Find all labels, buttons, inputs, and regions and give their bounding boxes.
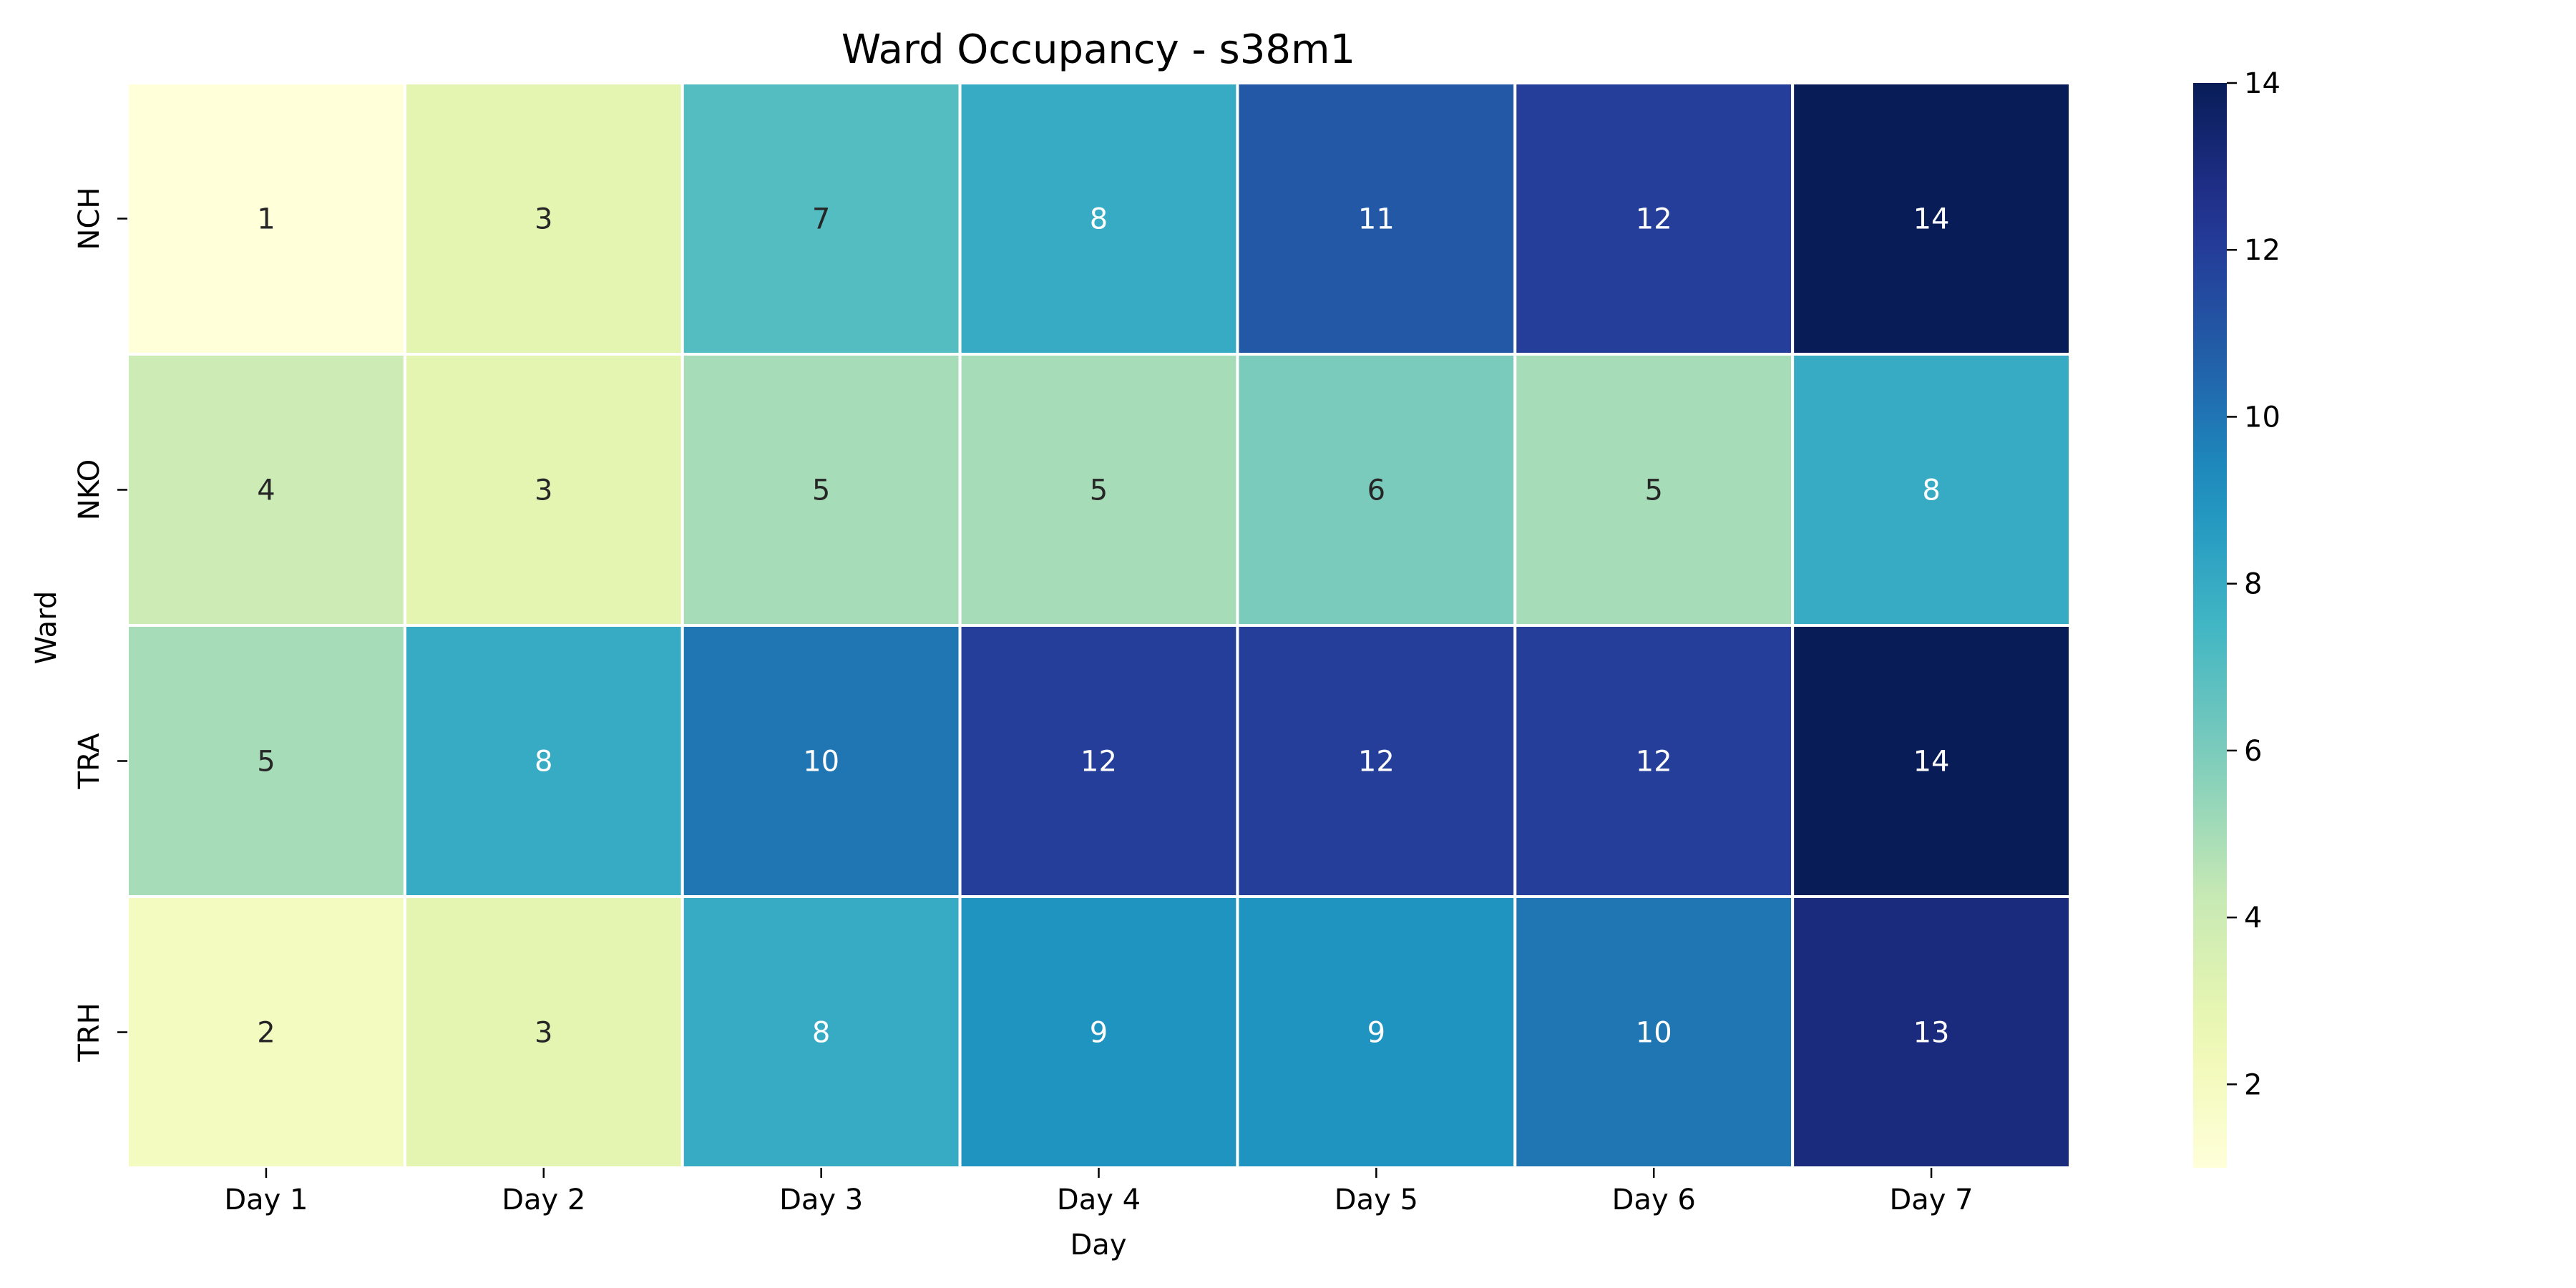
cell-value-label: 2 bbox=[257, 1017, 275, 1050]
heatmap-cell bbox=[680, 82, 962, 356]
heatmap-cell bbox=[1791, 82, 2072, 356]
heatmap-cell bbox=[958, 624, 1239, 898]
cell-value-label: 8 bbox=[1090, 203, 1108, 236]
heatmap-cell bbox=[958, 895, 1239, 1169]
cell-value-label: 12 bbox=[1358, 746, 1395, 779]
cell-value-label: 14 bbox=[1913, 746, 1950, 779]
cell-value-label: 1 bbox=[257, 203, 275, 236]
heatmap-cell bbox=[403, 895, 684, 1169]
heatmap-cell bbox=[680, 624, 962, 898]
colorbar-tick-label: 8 bbox=[2244, 568, 2262, 601]
x-tick-label: Day 5 bbox=[1335, 1184, 1418, 1216]
colorbar bbox=[2193, 83, 2227, 1168]
cell-value-label: 5 bbox=[812, 474, 830, 507]
heatmap-cell bbox=[403, 82, 684, 356]
y-axis: NCH NKO TRA TRH bbox=[73, 187, 127, 1063]
cell-value-label: 5 bbox=[1644, 474, 1662, 507]
cell-value-label: 12 bbox=[1636, 746, 1672, 779]
colorbar-tick-label: 12 bbox=[2244, 234, 2280, 267]
heatmap-cell bbox=[126, 895, 406, 1169]
y-tick-label: NKO bbox=[73, 459, 106, 520]
heatmap-cell bbox=[126, 82, 406, 356]
heatmap-cell bbox=[958, 82, 1239, 356]
cell-value-label: 4 bbox=[257, 474, 275, 507]
cell-value-label: 6 bbox=[1367, 474, 1385, 507]
heatmap-cell bbox=[1791, 895, 2072, 1169]
cell-value-label: 9 bbox=[1090, 1017, 1108, 1050]
cell-value-label: 5 bbox=[1090, 474, 1108, 507]
colorbar-tick-label: 10 bbox=[2244, 401, 2280, 434]
heatmap-cell bbox=[403, 624, 684, 898]
cell-value-label: 12 bbox=[1636, 203, 1672, 236]
heatmap-cell bbox=[126, 624, 406, 898]
heatmap-cell bbox=[403, 353, 684, 627]
heatmap-cell bbox=[1236, 895, 1517, 1169]
x-tick-label: Day 4 bbox=[1057, 1184, 1141, 1216]
heatmap-cell bbox=[1791, 353, 2072, 627]
cell-value-label: 8 bbox=[812, 1017, 830, 1050]
heatmap-cell bbox=[680, 353, 962, 627]
colorbar-tick-label: 2 bbox=[2244, 1068, 2262, 1101]
cell-value-label: 10 bbox=[1636, 1017, 1672, 1050]
cell-value-label: 8 bbox=[1922, 474, 1940, 507]
colorbar-tick-label: 14 bbox=[2244, 67, 2280, 100]
cell-value-label: 9 bbox=[1367, 1017, 1385, 1050]
heatmap-cell bbox=[1236, 624, 1517, 898]
cell-value-label: 3 bbox=[535, 203, 552, 236]
cell-value-label: 3 bbox=[535, 474, 552, 507]
cell-value-label: 8 bbox=[535, 746, 552, 779]
heatmap-cell bbox=[1236, 353, 1517, 627]
cell-value-label: 10 bbox=[803, 746, 839, 779]
cell-value-label: 5 bbox=[257, 746, 275, 779]
cell-value-label: 7 bbox=[812, 203, 830, 236]
x-axis: Day 1 Day 2 Day 3 Day 4 Day 5 Day 6 Day 7 bbox=[224, 1168, 1974, 1216]
y-tick-label: TRH bbox=[73, 1002, 106, 1062]
heatmap-cell bbox=[1513, 353, 1795, 627]
heatmap-cell bbox=[680, 895, 962, 1169]
x-tick-label: Day 1 bbox=[224, 1184, 308, 1216]
x-tick-label: Day 2 bbox=[502, 1184, 585, 1216]
chart-title: Ward Occupancy - s38m1 bbox=[841, 26, 1355, 73]
cell-value-label: 3 bbox=[535, 1017, 552, 1050]
cell-value-label: 13 bbox=[1913, 1017, 1950, 1050]
y-axis-label: Ward bbox=[30, 591, 63, 665]
cell-value-label: 12 bbox=[1080, 746, 1117, 779]
colorbar-tick-label: 4 bbox=[2244, 902, 2262, 935]
heatmap-cell bbox=[1791, 624, 2072, 898]
heatmap-cells: 1 3 7 8 11 12 144 3 5 5 6 5 85 8 10 12 12 12 142 3 8 9 9 10 13 bbox=[126, 82, 2072, 1169]
y-tick-label: TRA bbox=[73, 733, 106, 790]
cell-value-label: 14 bbox=[1913, 203, 1950, 236]
heatmap-cell bbox=[1513, 624, 1795, 898]
x-tick-label: Day 3 bbox=[779, 1184, 863, 1216]
x-axis-label: Day bbox=[1070, 1229, 1127, 1262]
cell-value-label: 11 bbox=[1358, 203, 1395, 236]
colorbar-tick-label: 6 bbox=[2244, 735, 2262, 768]
y-tick-label: NCH bbox=[73, 187, 106, 250]
x-tick-label: Day 6 bbox=[1612, 1184, 1696, 1216]
colorbar-ticks: 2 4 6 8 10 12 14 bbox=[2227, 67, 2280, 1101]
x-tick-label: Day 7 bbox=[1889, 1184, 1973, 1216]
